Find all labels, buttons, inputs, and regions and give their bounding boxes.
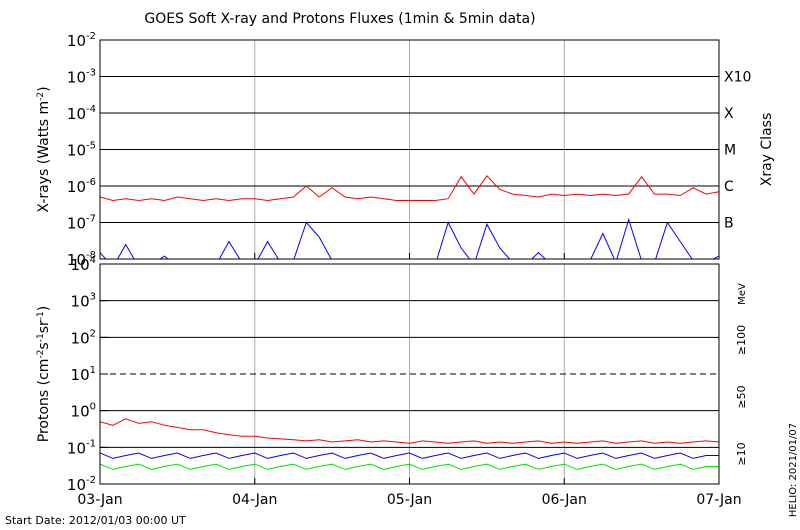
y-tick-exp: -7 bbox=[86, 214, 96, 225]
y-axis-title-part: Protons (cm bbox=[36, 359, 52, 443]
x-tick-label: 03-Jan bbox=[77, 492, 122, 508]
plot-area bbox=[100, 418, 719, 470]
y-tick-label: 10-1 bbox=[67, 438, 96, 457]
chart-title: GOES Soft X-ray and Protons Fluxes (1min… bbox=[144, 11, 535, 27]
series-line bbox=[100, 175, 719, 202]
plot-frame bbox=[99, 263, 720, 485]
y-tick-label: 104 bbox=[71, 255, 96, 274]
legend-label: ≥10 bbox=[735, 442, 748, 465]
y-tick-base: 10 bbox=[67, 105, 86, 123]
y-tick-label: 10-5 bbox=[67, 141, 96, 160]
legend-label: ≥100 bbox=[735, 325, 748, 355]
x-tick-label: 07-Jan bbox=[696, 492, 741, 508]
y-tick-exp: -5 bbox=[86, 141, 96, 152]
y-tick-exp: -4 bbox=[86, 104, 96, 115]
class-label: X10 bbox=[724, 70, 751, 86]
y2-axis-title: Xray Class bbox=[759, 113, 775, 187]
y-axis-title-part: ) bbox=[36, 306, 52, 311]
y-tick-base: 10 bbox=[67, 476, 86, 494]
y-axis-title-part: ) bbox=[36, 86, 52, 91]
y-tick-exp: 1 bbox=[90, 365, 96, 376]
x-tick-label: 04-Jan bbox=[232, 492, 277, 508]
y-tick-base: 10 bbox=[71, 366, 90, 384]
y-axis-title-part: s bbox=[36, 342, 52, 349]
y-tick-label: 10-8 bbox=[67, 250, 96, 269]
series-line bbox=[100, 463, 719, 470]
y-tick-base: 10 bbox=[71, 329, 90, 347]
y-tick-base: 10 bbox=[67, 69, 86, 87]
y-tick-exp: 4 bbox=[90, 255, 96, 266]
x-tick-label: 06-Jan bbox=[542, 492, 587, 508]
y-axis-title: Protons (cm-2s-1sr-1) bbox=[36, 306, 52, 442]
y-tick-exp: -2 bbox=[86, 31, 96, 42]
y-tick-base: 10 bbox=[67, 251, 86, 269]
y-tick-base: 10 bbox=[67, 32, 86, 50]
y-tick-label: 10-2 bbox=[67, 475, 96, 494]
y-tick-exp: -3 bbox=[86, 68, 96, 79]
class-label: M bbox=[724, 143, 736, 159]
y-tick-exp: 2 bbox=[90, 328, 96, 339]
y-tick-exp: 3 bbox=[90, 292, 96, 303]
y-tick-exp: -1 bbox=[86, 438, 96, 449]
y-tick-label: 10-3 bbox=[67, 68, 96, 87]
y-tick-base: 10 bbox=[67, 178, 86, 196]
y-tick-base: 10 bbox=[71, 256, 90, 274]
plot-area bbox=[100, 175, 719, 259]
y-tick-base: 10 bbox=[71, 403, 90, 421]
y-tick-label: 101 bbox=[71, 365, 96, 384]
y-axis-title-sup: -2 bbox=[36, 92, 46, 101]
y-tick-exp: -2 bbox=[86, 475, 96, 486]
y-tick-label: 102 bbox=[71, 328, 96, 347]
y-tick-base: 10 bbox=[67, 215, 86, 233]
x-tick-label: 05-Jan bbox=[387, 492, 432, 508]
y-axis-title-sup: -1 bbox=[36, 311, 46, 320]
y-tick-exp: 0 bbox=[90, 402, 96, 413]
y-axis-title: X-rays (Watts m-2) bbox=[36, 86, 52, 212]
y-axis-title-sup: -1 bbox=[36, 333, 46, 342]
y-tick-base: 10 bbox=[67, 142, 86, 160]
class-label: B bbox=[724, 216, 734, 232]
y-tick-exp: -6 bbox=[86, 177, 96, 188]
legend-label: ≥50 bbox=[735, 385, 748, 408]
y-tick-label: 10-7 bbox=[67, 214, 96, 233]
y-tick-label: 100 bbox=[71, 402, 96, 421]
credit: HELIO: 2021/01/07 bbox=[788, 423, 799, 517]
class-label: C bbox=[724, 179, 734, 195]
y-tick-label: 10-2 bbox=[67, 31, 96, 50]
class-label: X bbox=[724, 106, 734, 122]
legend-title: MeV bbox=[737, 283, 748, 305]
y-tick-base: 10 bbox=[71, 293, 90, 311]
y-axis-title-sup: -2 bbox=[36, 350, 46, 359]
series-line bbox=[100, 452, 719, 459]
series-line bbox=[100, 418, 719, 444]
y-axis-title-part: sr bbox=[36, 320, 52, 333]
plot-frame bbox=[99, 39, 720, 260]
y-tick-base: 10 bbox=[67, 439, 86, 457]
footer: Start Date: 2012/01/03 00:00 UT bbox=[5, 514, 186, 527]
y-tick-label: 10-4 bbox=[67, 104, 96, 123]
y-tick-exp: -8 bbox=[86, 250, 96, 261]
y-tick-label: 10-6 bbox=[67, 177, 96, 196]
y-tick-label: 103 bbox=[71, 292, 96, 311]
y-axis-title-part: X-rays (Watts m bbox=[36, 101, 52, 213]
